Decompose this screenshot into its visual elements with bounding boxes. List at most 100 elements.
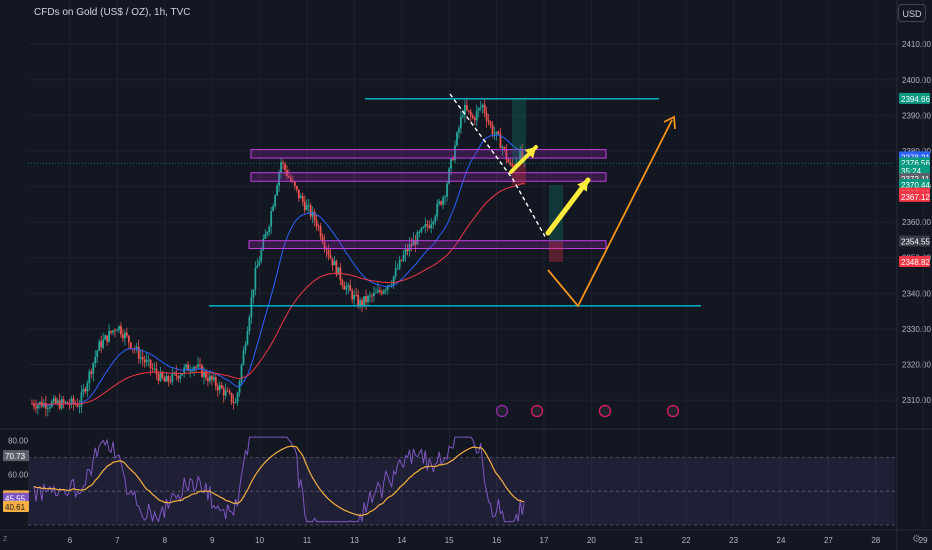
candle-body — [450, 158, 452, 169]
candle-body — [252, 289, 255, 297]
gear-icon[interactable]: ⚙ — [912, 534, 921, 545]
candle-body — [39, 401, 41, 405]
candle-body — [256, 265, 259, 269]
x-tick-label: 29 — [919, 536, 928, 545]
candle-body — [359, 300, 362, 307]
candle-body — [327, 250, 330, 256]
candle-body — [175, 372, 178, 377]
candle-body — [460, 116, 462, 129]
chart-title: CFDs on Gold (US$ / OZ), 1h, TVC — [34, 7, 191, 18]
candle-body — [284, 163, 286, 170]
candle-body — [299, 196, 302, 199]
candle-body — [501, 147, 504, 149]
candle-body — [64, 401, 67, 403]
price-label-badge — [899, 179, 930, 191]
candle-body — [378, 290, 381, 292]
candle-body — [127, 335, 130, 343]
candle-body — [349, 285, 352, 291]
candle-body — [505, 149, 508, 160]
candle-body — [62, 399, 65, 403]
candle-body — [258, 261, 261, 266]
candle-body — [325, 247, 328, 251]
candle-body — [329, 255, 332, 259]
candle-body — [193, 367, 195, 371]
candle-body — [185, 364, 188, 368]
candle-body — [54, 398, 57, 404]
candle-body — [511, 164, 514, 167]
candle-body — [428, 226, 431, 228]
y-tick-label: 2340.00 — [902, 289, 931, 298]
candle-body — [481, 104, 484, 108]
candle-body — [70, 398, 73, 405]
candle-body — [380, 291, 383, 294]
candle-body — [72, 398, 75, 404]
candle-body — [495, 131, 498, 134]
candle-body — [169, 381, 172, 383]
candle-body — [181, 373, 184, 376]
candle-body — [331, 258, 334, 266]
rsi-value-text: 70.73 — [5, 452, 26, 461]
candle-body — [100, 341, 103, 348]
candle-body — [491, 124, 494, 135]
candle-body — [112, 330, 114, 333]
candle-body — [353, 294, 356, 300]
price-label-badge — [899, 190, 930, 202]
flag-icon — [530, 404, 544, 418]
candle-body — [92, 362, 95, 374]
y-tick-label: 2320.00 — [902, 361, 931, 370]
candle-body — [519, 149, 522, 164]
price-label-text: 2394.66 — [901, 95, 930, 104]
candle-body — [262, 238, 265, 250]
candle-body — [323, 242, 326, 248]
price-label-badge — [899, 235, 930, 247]
candle-body — [493, 133, 496, 135]
candle-body — [94, 356, 97, 363]
candle-body — [37, 404, 39, 409]
candle-body — [222, 388, 225, 396]
candle-body — [280, 162, 282, 173]
candle-body — [475, 110, 478, 121]
candle-body — [319, 226, 322, 238]
candle-body — [199, 364, 201, 366]
y-tick-label: 2390.00 — [902, 111, 931, 120]
candle-body — [367, 296, 369, 303]
candle-body — [390, 284, 393, 286]
y-tick-label: 2360.00 — [902, 218, 931, 227]
currency-button[interactable]: USD — [898, 4, 926, 22]
candle-body — [375, 292, 377, 294]
candle-body — [432, 221, 435, 225]
candle-body — [98, 341, 101, 351]
ema-fast-line — [31, 134, 525, 406]
x-tick-label: 24 — [777, 536, 786, 545]
candle-body — [214, 377, 217, 387]
x-tick-label: 16 — [492, 536, 501, 545]
candle-body — [351, 290, 354, 300]
candle-body — [467, 110, 470, 112]
candle-body — [406, 249, 409, 252]
candle-body — [503, 147, 506, 150]
price-label-badge — [899, 92, 930, 104]
candle-body — [197, 364, 199, 368]
candle-body — [102, 339, 105, 348]
x-tick-label: 10 — [255, 536, 264, 545]
candle-body — [499, 134, 502, 149]
candle-body — [270, 211, 273, 227]
candle-body — [161, 372, 164, 378]
rsi-tick-label: 60.00 — [8, 470, 29, 479]
candle-body — [448, 168, 450, 184]
x-tick-label: 14 — [397, 536, 406, 545]
candle-body — [384, 289, 387, 291]
candle-body — [369, 295, 371, 297]
candle-body — [86, 383, 89, 392]
yellow-arrow-large — [545, 177, 591, 236]
candle-body — [224, 390, 227, 396]
candle-body — [187, 364, 190, 371]
candle-body — [293, 181, 296, 187]
candle-body — [297, 189, 300, 199]
candle-body — [238, 381, 241, 393]
candle-body — [236, 392, 239, 403]
candle-body — [479, 107, 482, 109]
candle-body — [76, 404, 79, 407]
